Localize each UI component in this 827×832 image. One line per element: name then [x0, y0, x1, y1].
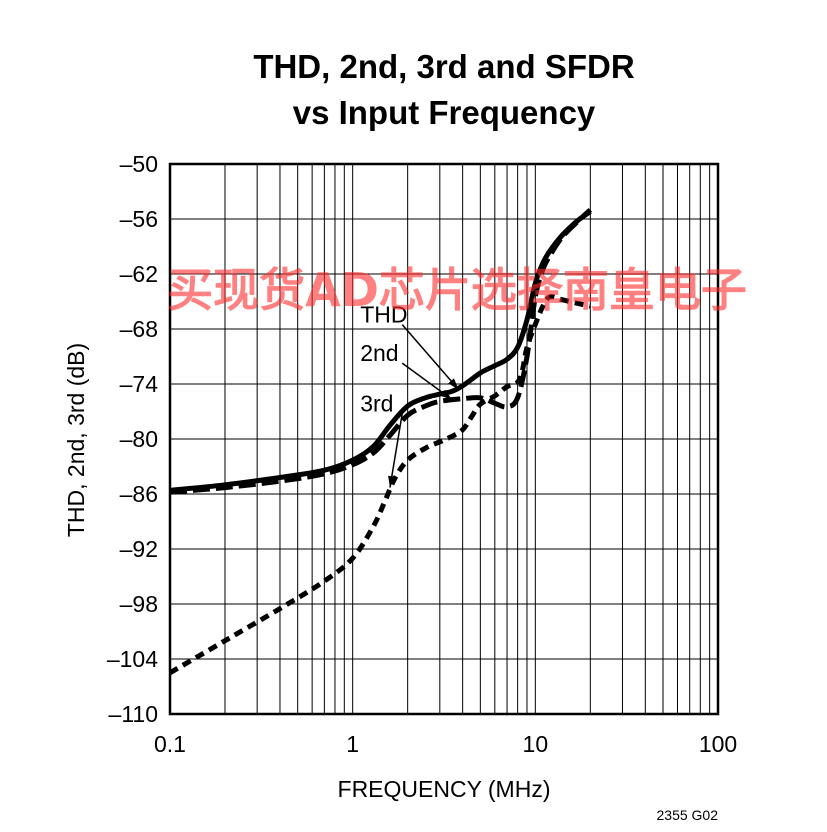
- annotation-arrowhead: [440, 389, 453, 400]
- annotation-leader: [389, 413, 403, 488]
- annotation-arrowhead: [448, 378, 459, 390]
- annotation-arrowhead: [388, 475, 396, 488]
- plot-frame: [168, 162, 720, 716]
- x-tick-labels: 0.1 1 10 100: [154, 731, 737, 757]
- annotation-leader: [401, 324, 460, 390]
- y-tick-label: –50: [120, 151, 158, 177]
- y-tick-label: –98: [120, 591, 158, 617]
- x-tick-label: 100: [699, 731, 737, 757]
- y-tick-labels: –110 –104 –98 –92 –86 –80 –74 –68 –62 –56 –50: [107, 151, 158, 727]
- y-tick-label: –110: [109, 701, 158, 727]
- annotation-label-3rd: 3rd: [360, 391, 393, 417]
- y-tick-label: –104: [107, 646, 158, 672]
- annotation-label-thd: THD: [360, 302, 407, 328]
- series-layer: [168, 207, 593, 675]
- y-tick-label: –86: [120, 481, 158, 507]
- annotation-label-2nd: 2nd: [360, 340, 398, 366]
- series-line-3rd: [168, 294, 591, 675]
- x-tick-label: 10: [523, 731, 549, 757]
- annotation-layer: THD 2nd 3rd: [360, 302, 460, 488]
- y-tick-label: –68: [120, 316, 158, 342]
- y-tick-label: –92: [120, 536, 158, 562]
- series-line-thd: [169, 209, 592, 493]
- watermark: 买现货AD芯片选择南皇电子: [167, 263, 747, 317]
- y-tick-label: –74: [120, 371, 159, 397]
- x-tick-label: 0.1: [154, 731, 186, 757]
- y-axis-label: THD, 2nd, 3rd (dB): [63, 343, 89, 537]
- x-axis-label: FREQUENCY (MHz): [338, 776, 551, 802]
- y-tick-label: –56: [120, 206, 158, 232]
- y-tick-label: –62: [120, 261, 158, 287]
- series-line-2nd: [169, 207, 593, 495]
- x-tick-label: 1: [346, 731, 359, 757]
- y-tick-label: –80: [120, 426, 158, 452]
- chart-title-line-2: vs Input Frequency: [293, 94, 596, 131]
- grid: [169, 163, 719, 715]
- chart-title-line-1: THD, 2nd, 3rd and SFDR: [253, 48, 635, 85]
- figure-code: 2355 G02: [657, 807, 719, 823]
